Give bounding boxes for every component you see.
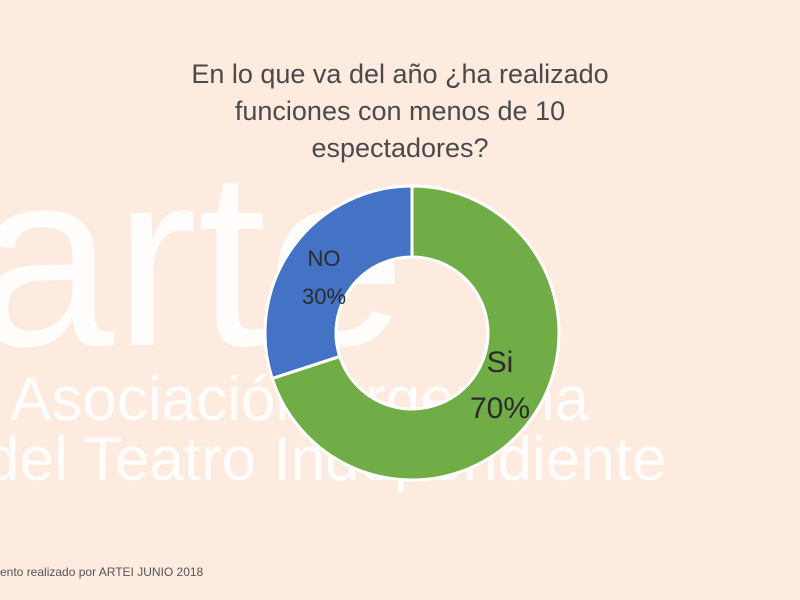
chart-title-line-2: funciones con menos de 10 [234, 96, 566, 126]
slice-label-no-percent: 30% [302, 284, 346, 309]
chart-title-line-1: En lo que va del año ¿ha realizado [191, 59, 609, 89]
slice-label-si-percent: 70% [470, 392, 530, 425]
chart-title-line-3: espectadores? [311, 133, 489, 163]
donut-slice-si [270, 184, 561, 482]
slice-label-si-name: Si [487, 346, 514, 379]
footer-source-note: ento realizado por ARTEI JUNIO 2018 [0, 565, 204, 579]
donut-slice-no [263, 184, 414, 381]
slice-label-no-name: NO [308, 246, 341, 271]
chart-title: En lo que va del año ¿ha realizado funci… [95, 56, 705, 167]
